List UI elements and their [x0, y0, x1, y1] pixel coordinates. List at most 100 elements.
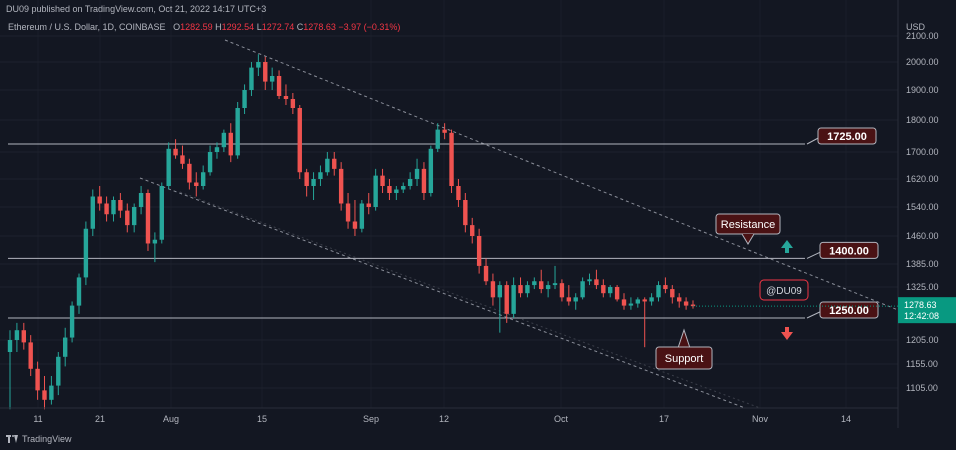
candle-body [373, 175, 378, 207]
candle [545, 281, 551, 298]
candle-body [573, 297, 578, 302]
y-tick-label: 1385.00 [906, 259, 939, 269]
candle [470, 217, 475, 244]
candle-body [125, 210, 130, 226]
candle [421, 162, 427, 200]
candle-body [180, 155, 185, 164]
candle-body [490, 281, 496, 298]
candle-body [290, 99, 296, 108]
watermark-label: @DU09 [766, 286, 802, 297]
candle-body [442, 129, 447, 133]
candle-body [152, 239, 158, 244]
candle-body [359, 203, 365, 229]
time-axis[interactable]: 11 21 Aug 15 Sep 12 Oct 17 Nov 14 [0, 407, 898, 424]
candle-body [49, 385, 54, 400]
y-tick-label: 1700.00 [906, 147, 939, 157]
y-tick-label: 1900.00 [906, 85, 939, 95]
level-label: 1400.00 [829, 245, 869, 257]
y-tick-label: 1205.00 [906, 335, 939, 345]
candle-body [470, 225, 475, 236]
close-label: C [296, 22, 304, 32]
price-chart[interactable]: 1725.00 1400.00 1250.00 Resistance Support @… [0, 0, 956, 428]
candle-body [608, 287, 613, 294]
candle [97, 186, 102, 211]
candle-body [21, 330, 26, 343]
candle-body [463, 200, 468, 226]
candle-body [414, 168, 420, 179]
high-value: 1292.54 [221, 22, 255, 32]
candle-body [518, 285, 523, 294]
level-label: 1250.00 [829, 305, 869, 317]
candle [352, 200, 358, 236]
candle-body [497, 285, 503, 298]
candle [539, 269, 544, 294]
candlesticks [7, 54, 696, 410]
candle-body [621, 299, 627, 306]
candle-body [242, 90, 247, 108]
y-tick-label: 1105.00 [906, 383, 938, 393]
candle-body [325, 158, 330, 173]
annotations: Resistance Support @DU09 [655, 213, 809, 370]
candle [297, 105, 302, 179]
candle [200, 165, 206, 190]
candle-body [421, 168, 427, 193]
candle [49, 376, 54, 405]
candle-body [642, 299, 647, 302]
candle [463, 193, 468, 233]
candle-body [345, 203, 351, 222]
candle-body [304, 172, 309, 186]
candle [125, 203, 130, 233]
candle [587, 273, 592, 286]
candle [180, 145, 185, 169]
candle-body [263, 62, 268, 82]
candle [256, 54, 261, 76]
candle-body [145, 193, 151, 244]
candle-body [69, 305, 75, 338]
candle [580, 277, 585, 300]
candle [525, 281, 530, 298]
candle [76, 273, 82, 314]
candle-body [83, 228, 89, 278]
resistance-callout-pointer [741, 233, 755, 245]
candle [635, 297, 641, 308]
last-price-tag [898, 297, 956, 324]
bottom-bar: TradingView [0, 428, 956, 450]
candle-body [235, 108, 240, 156]
candle [380, 168, 385, 193]
candle-body [173, 148, 178, 156]
candle [642, 297, 647, 348]
symbol-name[interactable]: Ethereum / U.S. Dollar, 1D, COINBASE [8, 22, 166, 32]
x-tick-label: 15 [257, 414, 267, 424]
candle [338, 162, 344, 211]
candle-body [683, 301, 689, 306]
published-line: DU09 published on TradingView.com, Oct 2… [6, 4, 267, 14]
candle-body [476, 236, 482, 266]
candle-body [601, 285, 606, 294]
tradingview-logo[interactable]: TradingView [6, 434, 72, 444]
candle [214, 142, 220, 159]
candle-body [539, 281, 544, 290]
horizontal-gridlines [0, 35, 898, 389]
candle [394, 186, 399, 200]
candle [56, 352, 61, 396]
candle [159, 182, 164, 244]
candle [221, 129, 227, 152]
candle-body [594, 279, 599, 286]
x-tick-label: 14 [841, 414, 851, 424]
candle [663, 277, 668, 294]
candle [207, 145, 213, 176]
candle [90, 189, 95, 236]
candle [476, 228, 482, 274]
candle [152, 232, 158, 263]
candle [249, 62, 254, 96]
candle-body [159, 186, 164, 240]
candle [194, 172, 199, 197]
candle-body [76, 277, 82, 306]
candle-body [428, 148, 434, 193]
candle [566, 285, 572, 306]
resistance-label: Resistance [721, 219, 775, 231]
candle-body [525, 285, 530, 294]
candle-body [690, 304, 696, 307]
candle [621, 293, 627, 310]
